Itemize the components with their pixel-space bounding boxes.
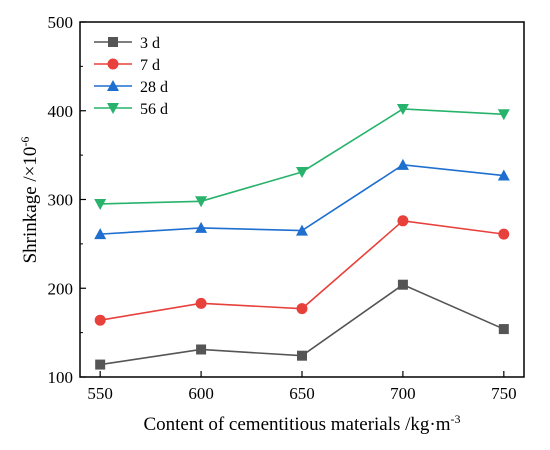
legend-label-3: 28 d — [140, 79, 168, 96]
legend-label-4: 56 d — [140, 101, 168, 118]
y-tick-label: 500 — [48, 13, 74, 32]
x-axis-title: Content of cementitious materials /kg·m-… — [143, 412, 460, 435]
x-tick-label: 600 — [188, 384, 214, 403]
data-point-series-2 — [195, 297, 207, 309]
data-point-series-3 — [497, 169, 510, 181]
legend-marker-3 — [107, 80, 119, 91]
data-point-series-3 — [296, 224, 308, 236]
legend-marker-2 — [107, 58, 119, 70]
data-point-series-3 — [94, 228, 107, 240]
series-line-4 — [100, 108, 504, 205]
legend-label-2: 7 d — [140, 57, 160, 74]
legend-marker-1 — [108, 37, 118, 47]
data-point-series-1 — [95, 359, 106, 370]
data-point-series-2 — [498, 228, 510, 240]
data-point-series-2 — [94, 314, 106, 326]
y-tick-label: 200 — [48, 279, 74, 298]
data-point-series-3 — [195, 221, 208, 233]
data-point-series-1 — [498, 324, 509, 335]
data-point-series-4 — [497, 109, 510, 121]
data-point-series-1 — [397, 279, 408, 290]
x-tick-label: 750 — [491, 384, 517, 403]
data-point-series-1 — [196, 344, 207, 355]
y-tick-label: 400 — [48, 102, 74, 121]
plot-frame — [79, 21, 525, 378]
data-point-series-4 — [296, 166, 308, 178]
x-tick-label: 550 — [87, 384, 113, 403]
data-point-series-4 — [396, 103, 409, 115]
data-point-series-4 — [94, 198, 107, 210]
data-point-series-2 — [397, 215, 409, 227]
legend-label-1: 3 d — [140, 35, 160, 52]
data-point-series-4 — [195, 196, 208, 208]
y-axis-title: Shrinkage /×10-6 — [18, 137, 41, 264]
legend-marker-4 — [107, 103, 119, 114]
data-point-series-1 — [297, 350, 307, 361]
data-point-series-2 — [296, 303, 308, 315]
data-point-series-3 — [396, 158, 409, 170]
x-tick-label: 700 — [390, 384, 416, 403]
y-tick-label: 100 — [48, 368, 74, 387]
x-tick-label: 650 — [289, 384, 315, 403]
y-tick-label: 300 — [48, 191, 74, 210]
